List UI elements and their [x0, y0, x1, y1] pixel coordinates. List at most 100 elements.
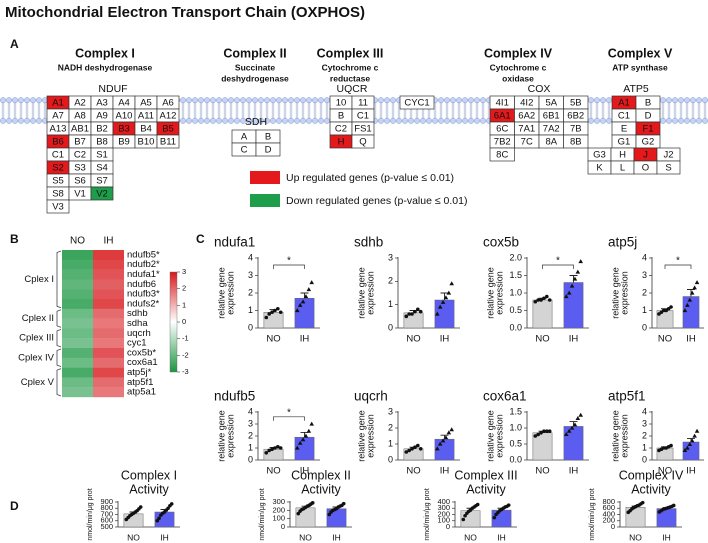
data-point — [687, 442, 693, 446]
subunit-label: A10 — [116, 111, 133, 122]
subunit-label: A13 — [50, 124, 67, 135]
group-label: Cplex I — [24, 274, 54, 285]
subunit-label: A1 — [618, 98, 630, 109]
x-tick-label: IH — [300, 334, 310, 345]
subunit-label: 6B2 — [567, 111, 584, 122]
y-tick-label: 4 — [642, 252, 647, 262]
gene-label: uqcrh — [127, 328, 151, 339]
heatmap-cell — [93, 269, 124, 280]
gene-label: atp5f1 — [127, 377, 153, 388]
x-tick-label: NO — [629, 532, 642, 542]
data-point — [694, 428, 700, 433]
y-tick-label: 0.5 — [509, 438, 522, 448]
colorbar-label: -3 — [182, 367, 189, 376]
data-point — [440, 299, 446, 304]
heatmap-cell — [62, 299, 93, 309]
data-point — [404, 450, 409, 454]
data-point — [578, 412, 584, 417]
data-point — [563, 294, 569, 299]
subunit-label: B5 — [162, 124, 174, 135]
colorbar-label: -1 — [182, 334, 189, 343]
group-label: Cplex V — [21, 377, 55, 388]
group-bracket — [56, 368, 62, 397]
y-tick-label: 3 — [248, 270, 253, 280]
x-tick-label: NO — [406, 334, 420, 345]
data-point — [443, 295, 449, 300]
gene-label: ndufa1* — [127, 269, 160, 280]
data-point — [575, 269, 581, 274]
y-axis-label: nmol/min/μg prot — [424, 488, 431, 540]
y-axis-label: relative gene — [485, 410, 495, 462]
y-tick-label: 500 — [100, 522, 113, 531]
data-point — [475, 502, 480, 507]
data-point — [449, 427, 455, 432]
data-point — [300, 437, 306, 442]
data-point — [413, 309, 417, 314]
data-point — [157, 516, 161, 521]
heatmap-cell — [62, 279, 93, 290]
y-tick-label: 0 — [281, 522, 285, 531]
colorbar — [169, 271, 178, 373]
y-axis-label: nmol/min/μg prot — [87, 488, 94, 540]
y-tick-label: 1.5 — [509, 270, 522, 280]
subunit-label: A6 — [162, 98, 174, 109]
subunit-label: S — [665, 163, 671, 174]
data-point — [276, 306, 280, 311]
x-tick-label: IH — [300, 466, 310, 477]
subunit-label: D — [645, 111, 652, 122]
data-point — [437, 304, 443, 309]
data-point — [410, 447, 414, 451]
y-tick-label: 1 — [248, 305, 253, 315]
y-tick-label: 200 — [602, 516, 615, 525]
data-point — [267, 312, 271, 316]
subunit-label: C1 — [357, 111, 369, 122]
data-point — [273, 446, 277, 450]
subunit-label: C1 — [52, 150, 64, 161]
subunit-label: H — [338, 137, 345, 148]
group-bracket — [56, 250, 62, 309]
x-tick-label: IH — [497, 532, 506, 542]
data-point — [264, 315, 269, 320]
subunit-label: S6 — [74, 176, 86, 187]
data-point — [539, 298, 543, 302]
heatmap-cell — [93, 250, 124, 260]
complex-name: Complex IV — [484, 46, 553, 60]
y-tick-label: 200 — [437, 509, 450, 518]
data-point — [297, 302, 303, 307]
data-point — [506, 503, 511, 507]
y-tick-label: 200 — [272, 505, 285, 514]
complex-subtitle: Cytochrome c — [322, 62, 379, 72]
data-point — [547, 429, 552, 434]
chart-title: Activity — [301, 482, 341, 496]
gene-label: ndufb5* — [127, 249, 160, 260]
subunit-label: 6B1 — [543, 111, 560, 122]
subunit-label: A5 — [140, 98, 152, 109]
y-tick-label: 2 — [388, 276, 393, 286]
data-point — [278, 446, 283, 450]
heatmap-cell — [62, 377, 93, 388]
subunit-label: 5A — [545, 98, 557, 109]
y-tick-label: 0 — [248, 454, 253, 464]
subunit-label: B2 — [96, 124, 108, 135]
group-bracket — [56, 329, 62, 348]
subunit-label: 7B — [570, 124, 582, 135]
complex-subtitle: ATP synthase — [612, 62, 668, 72]
data-point — [306, 428, 312, 433]
gene-label: atp5j* — [127, 367, 152, 378]
data-point — [300, 299, 306, 304]
data-point — [671, 503, 676, 508]
gene-family: UQCR — [337, 83, 368, 95]
subunit-label: L — [620, 163, 625, 174]
y-axis-label: relative gene — [216, 410, 226, 462]
chart-title: atp5j — [608, 235, 637, 250]
y-tick-label: 2 — [642, 287, 647, 297]
data-point — [327, 512, 332, 517]
colorbar-label: 3 — [182, 267, 186, 276]
heatmap-cell — [62, 318, 93, 329]
subunit-label: 4I2 — [520, 98, 533, 109]
subunit-label: A9 — [96, 111, 108, 122]
y-tick-label: 1 — [642, 442, 647, 452]
y-tick-label: 0 — [642, 454, 647, 464]
heatmap-cell — [93, 289, 124, 300]
